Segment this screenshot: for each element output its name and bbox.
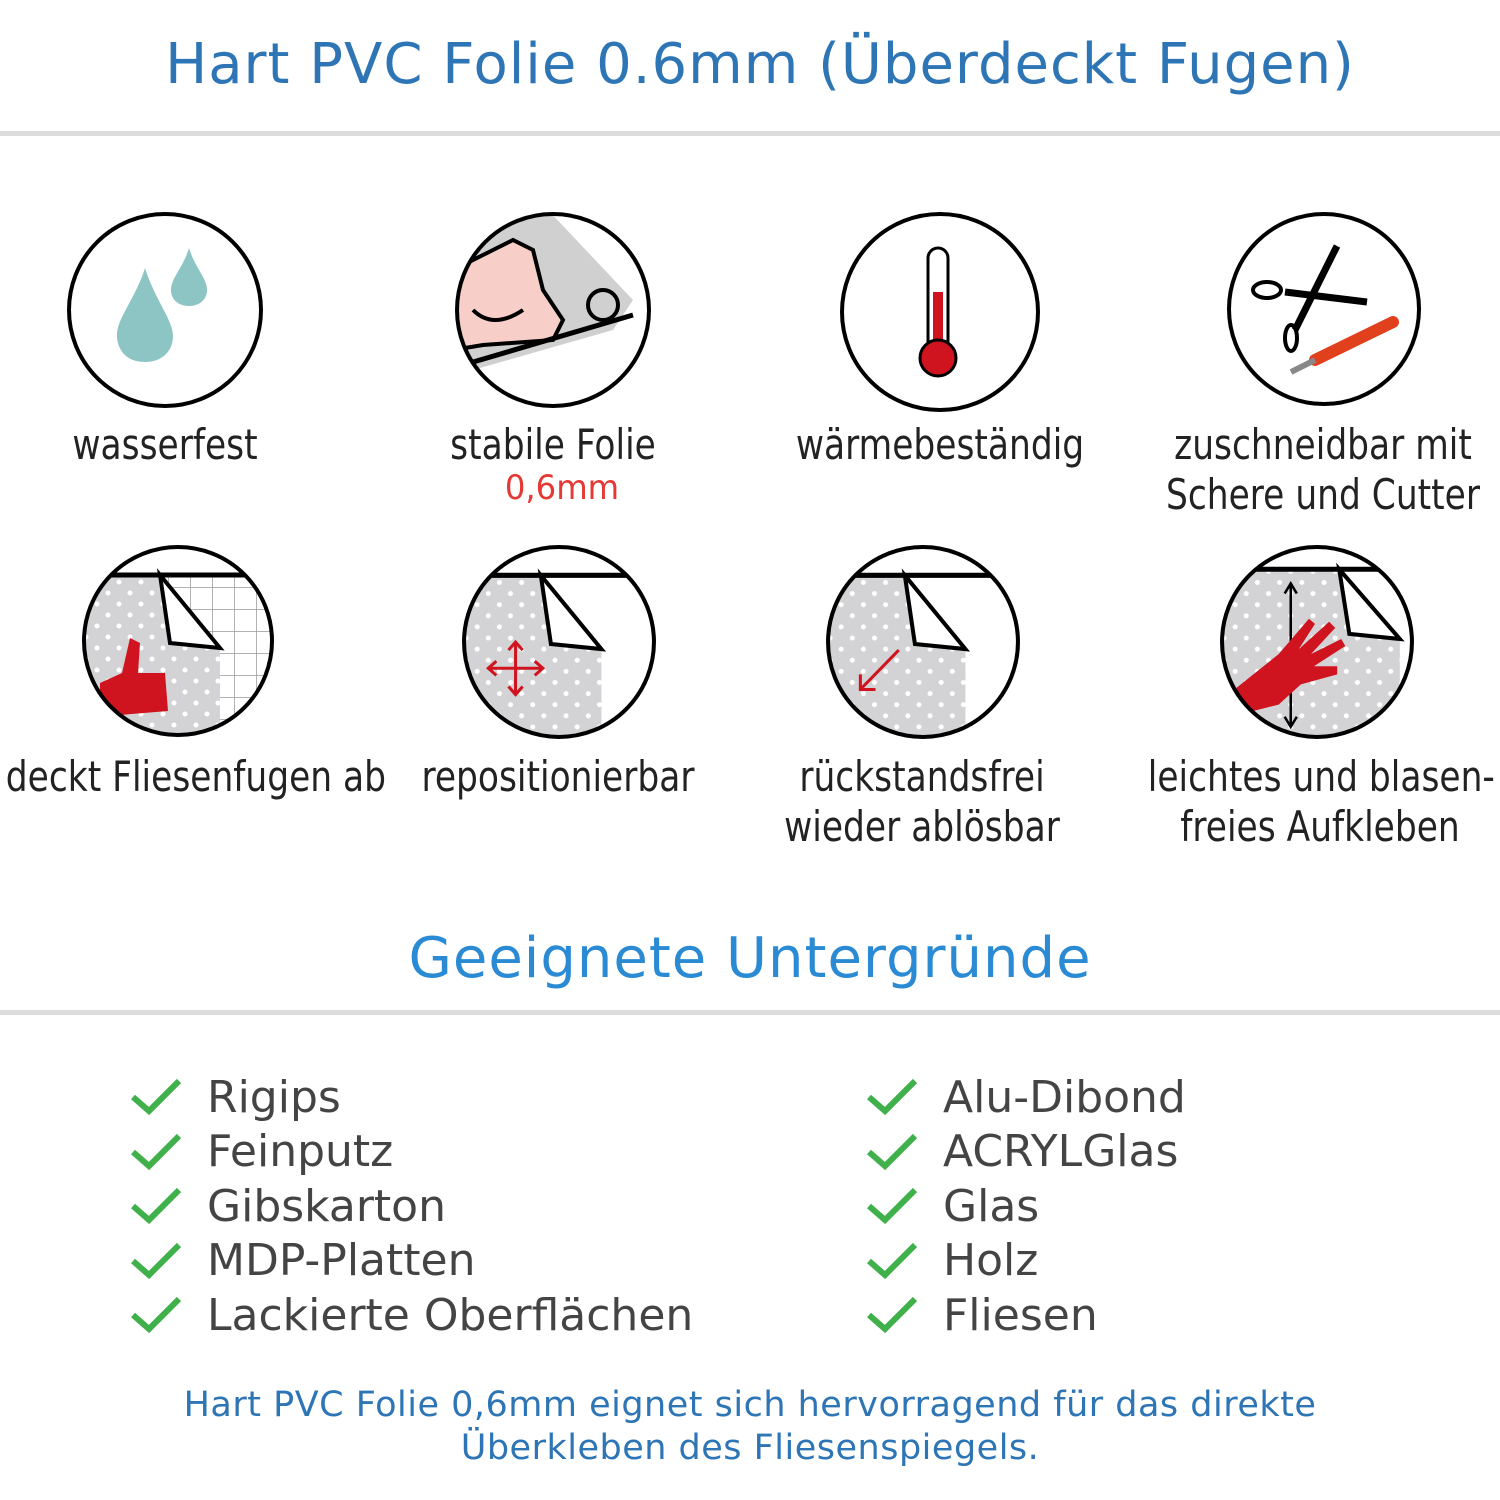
thermometer-icon <box>840 212 1040 412</box>
checkmark-icon <box>867 1133 918 1170</box>
checkmark-icon <box>867 1242 918 1279</box>
footer-line-1: Hart PVC Folie 0,6mm eignet sich hervorr… <box>183 1385 1317 1425</box>
checkmark-icon <box>131 1242 182 1279</box>
water-drops-icon <box>67 212 263 408</box>
divider <box>0 1010 1500 1015</box>
feature-wasserfest: wasserfest <box>0 420 375 470</box>
page-title: Hart PVC Folie 0.6mm (Überdeckt Fugen) <box>165 32 1355 97</box>
feature-waermebestaendig: wärmebeständig <box>730 420 1150 470</box>
feature-label: zuschneidbar mit <box>1174 420 1472 469</box>
checkmark-icon <box>131 1079 182 1116</box>
feature-leichtes-aufkleben: leichtes und blasen- freies Aufkleben <box>1110 752 1500 852</box>
surface-label: MDP-Platten <box>207 1235 476 1287</box>
surfaces-list-left: Rigips Feinputz Gibskarton MDP-Platten Lacki… <box>130 1070 693 1343</box>
list-item: Glas <box>866 1179 1186 1234</box>
feature-label: repositionierbar <box>421 752 695 801</box>
checkmark-icon <box>131 1188 182 1225</box>
surface-label: Gibskarton <box>207 1180 446 1232</box>
list-item: Rigips <box>130 1070 693 1125</box>
divider <box>0 131 1500 136</box>
footer-line-2: Überkleben des Fliesenspiegels. <box>460 1428 1040 1468</box>
feature-label-line2: freies Aufkleben <box>1180 802 1460 851</box>
checkmark-icon <box>131 1297 182 1334</box>
feature-rueckstandsfrei: rückstandsfrei wieder ablösbar <box>712 752 1132 852</box>
surfaces-list-right: Alu-Dibond ACRYLGlas Glas Holz Fliesen <box>866 1070 1186 1343</box>
footer-note: Hart PVC Folie 0,6mm eignet sich hervorr… <box>0 1384 1500 1470</box>
list-item: Alu-Dibond <box>866 1070 1186 1125</box>
checkmark-icon <box>131 1133 182 1170</box>
strong-arm-foil-roll-icon <box>455 212 651 408</box>
feature-thickness: 0,6mm <box>504 468 620 508</box>
surface-label: Feinputz <box>207 1126 394 1178</box>
list-item: Gibskarton <box>130 1179 693 1234</box>
feature-zuschneidbar: zuschneidbar mit Schere und Cutter <box>1113 420 1500 520</box>
hand-smoothing-icon <box>1220 545 1414 739</box>
checkmark-icon <box>867 1297 918 1334</box>
surface-label: Rigips <box>207 1071 341 1123</box>
feature-label: deckt Fliesenfugen ab <box>5 752 387 801</box>
scissors-cutter-icon <box>1227 212 1421 406</box>
feature-label: stabile Folie <box>450 420 656 469</box>
feature-label: rückstandsfrei <box>799 752 1045 801</box>
list-item: MDP-Platten <box>130 1234 693 1289</box>
checkmark-icon <box>867 1079 918 1116</box>
feature-deckt-fliesenfugen: deckt Fliesenfugen ab <box>0 752 388 802</box>
feature-label-line2: wieder ablösbar <box>784 802 1060 851</box>
surface-label: ACRYLGlas <box>943 1126 1179 1178</box>
feature-label: wasserfest <box>72 420 258 469</box>
list-item: Fliesen <box>866 1288 1186 1343</box>
checkmark-icon <box>867 1188 918 1225</box>
surface-label: Fliesen <box>943 1289 1098 1341</box>
list-item: Feinputz <box>130 1125 693 1180</box>
surface-label: Holz <box>943 1235 1039 1287</box>
thumbs-up-tiles-icon <box>82 545 274 737</box>
feature-label: wärmebeständig <box>795 420 1085 469</box>
surface-label: Alu-Dibond <box>943 1071 1186 1123</box>
feature-label: leichtes und blasen- <box>1147 752 1495 801</box>
feature-stabile-folie: stabile Folie 0,6mm <box>343 420 763 506</box>
move-arrows-icon <box>462 545 656 739</box>
feature-label-line2: Schere und Cutter <box>1165 470 1481 519</box>
list-item: Holz <box>866 1234 1186 1289</box>
list-item: ACRYLGlas <box>866 1125 1186 1180</box>
feature-repositionierbar: repositionierbar <box>348 752 768 802</box>
surface-label: Glas <box>943 1180 1040 1232</box>
peel-arrow-icon <box>826 545 1020 739</box>
surface-label: Lackierte Oberflächen <box>207 1289 694 1341</box>
list-item: Lackierte Oberflächen <box>130 1288 693 1343</box>
section-title: Geeignete Untergründe <box>408 926 1092 991</box>
